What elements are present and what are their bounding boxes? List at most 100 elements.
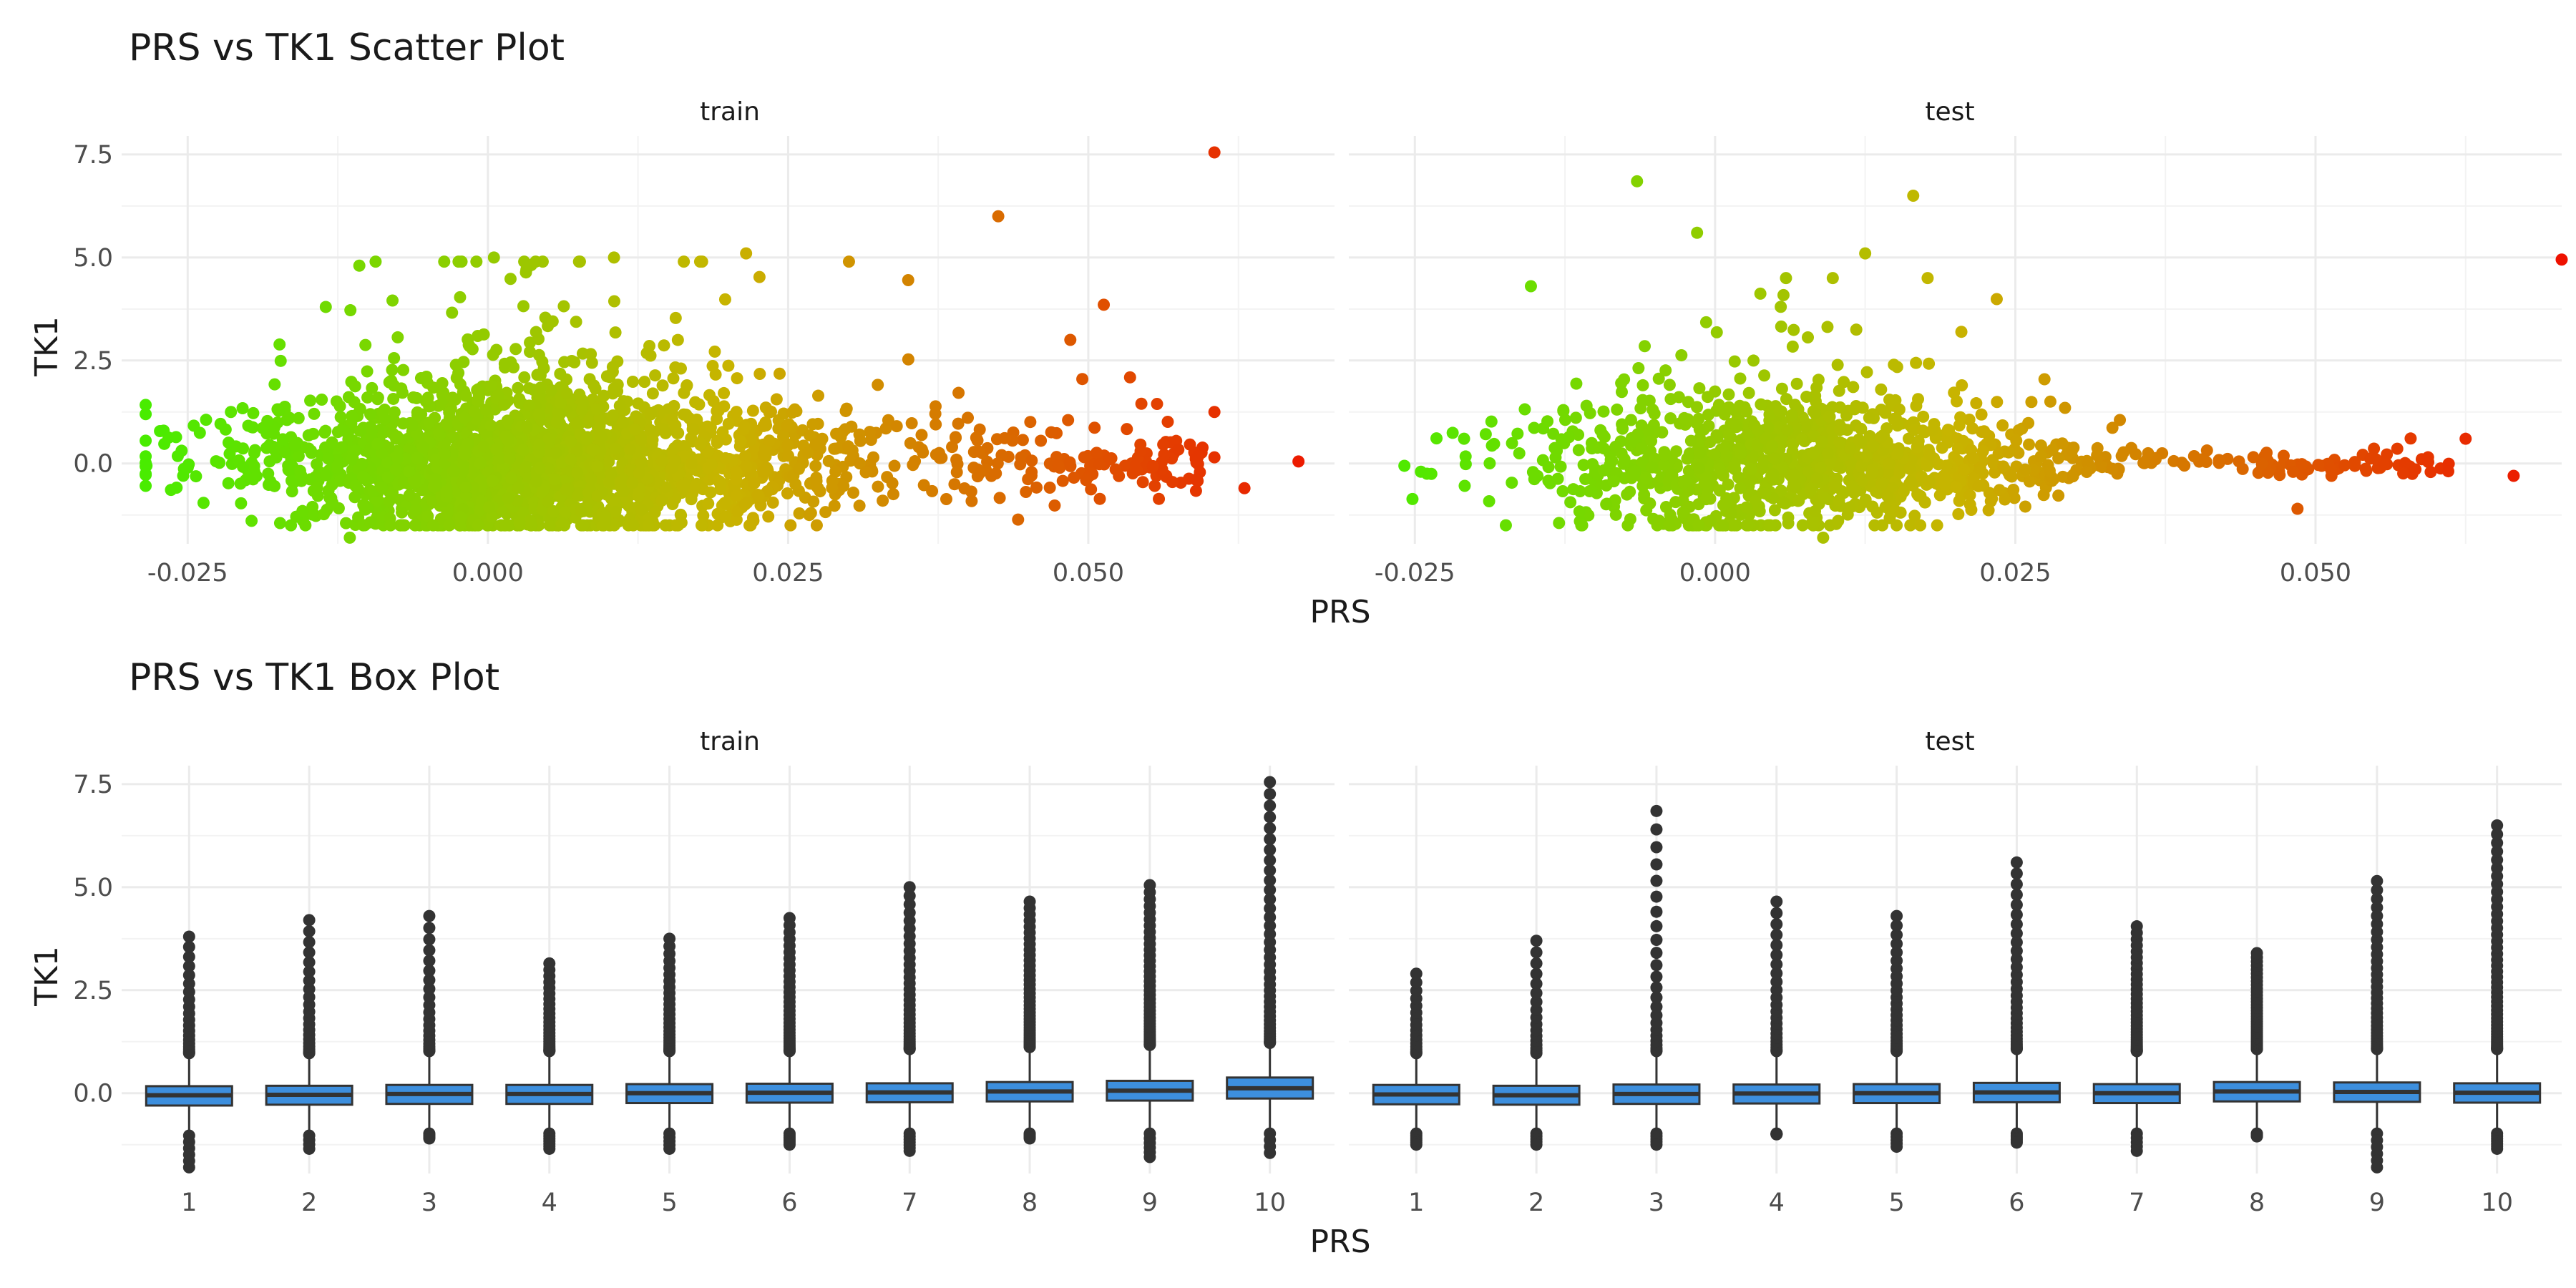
scatter-point xyxy=(1594,424,1607,436)
scatter-point xyxy=(384,519,397,532)
scatter-point xyxy=(667,372,680,385)
scatter-point xyxy=(462,437,474,450)
scatter-point xyxy=(948,478,961,491)
x-tick-label: 3 xyxy=(421,1189,437,1217)
box-outlier xyxy=(182,960,195,972)
scatter-point xyxy=(426,519,439,532)
scatter-point xyxy=(498,399,511,411)
scatter-point xyxy=(547,505,560,518)
scatter-point xyxy=(279,446,292,459)
scatter-point xyxy=(697,509,710,522)
scatter-point xyxy=(2424,466,2437,479)
box-outlier xyxy=(903,889,916,902)
scatter-point xyxy=(1675,348,1688,361)
scatter-point xyxy=(1775,382,1788,395)
scatter-point xyxy=(343,531,356,544)
scatter-point xyxy=(770,393,783,406)
box-outlier xyxy=(1264,844,1277,857)
scatter-point xyxy=(705,458,718,471)
scatter-point xyxy=(1636,379,1649,391)
scatter-point xyxy=(479,404,492,416)
scatter-point xyxy=(722,359,735,372)
box-outlier xyxy=(1650,970,1663,983)
scatter-point xyxy=(1786,340,1799,353)
scatter-point xyxy=(1846,480,1859,493)
scatter-point xyxy=(1710,326,1723,338)
scatter-point xyxy=(1799,420,1812,433)
scatter-point xyxy=(2287,465,2300,478)
scatter-point xyxy=(847,487,859,499)
scatter-point xyxy=(864,426,877,439)
y-tick-label: 7.5 xyxy=(73,771,113,799)
scatter-point xyxy=(1577,459,1590,472)
scatter-point xyxy=(659,426,672,439)
scatter-point xyxy=(761,484,774,497)
box-outlier xyxy=(2010,927,2023,940)
scatter-point xyxy=(1956,379,1968,391)
scatter-point xyxy=(685,457,698,470)
x-tick-label: 5 xyxy=(661,1189,677,1217)
scatter-point xyxy=(602,455,615,468)
scatter-point xyxy=(1080,474,1093,487)
box-outlier xyxy=(1770,967,1783,980)
scatter-point xyxy=(597,519,610,532)
scatter-point xyxy=(1014,458,1027,471)
scatter-point xyxy=(648,506,661,519)
scatter-point xyxy=(1787,323,1800,336)
scatter-point xyxy=(577,519,590,532)
x-tick-label: 10 xyxy=(1254,1189,1286,1217)
scatter-point xyxy=(1020,486,1033,499)
scatter-point xyxy=(1740,405,1753,418)
scatter-point xyxy=(740,460,753,473)
scatter-point xyxy=(1238,482,1251,494)
box-outlier xyxy=(2010,867,2023,880)
scatter-point xyxy=(409,504,422,517)
scatter-point xyxy=(902,274,914,287)
box-outlier xyxy=(423,964,436,977)
scatter-point xyxy=(1597,464,1610,477)
scatter-point xyxy=(887,488,899,501)
scatter-point xyxy=(2008,492,2021,504)
scatter-point xyxy=(1718,447,1731,460)
scatter-point xyxy=(307,427,320,440)
box-outlier xyxy=(1770,918,1783,931)
scatter-point xyxy=(1704,514,1717,527)
box-outlier xyxy=(2010,908,2023,921)
scatter-point xyxy=(804,429,816,442)
scatter-point xyxy=(1795,433,1808,446)
scatter-point xyxy=(627,519,640,532)
scatter-point xyxy=(1052,459,1065,472)
scatter-point xyxy=(235,497,248,509)
scatter-point xyxy=(1907,189,1920,202)
scatter-point xyxy=(181,461,194,474)
scatter-point xyxy=(1663,519,1676,532)
scatter-point xyxy=(1048,499,1061,512)
scatter-point xyxy=(2359,462,2372,475)
scatter-point xyxy=(1874,431,1887,444)
scatter-point xyxy=(457,459,470,472)
box-outlier xyxy=(2130,920,2143,933)
scatter-point xyxy=(326,436,338,449)
scatter-point xyxy=(656,379,669,392)
box-outlier xyxy=(2010,856,2023,869)
scatter-point xyxy=(520,421,533,434)
scatter-point xyxy=(336,441,348,454)
scatter-point xyxy=(1682,396,1694,409)
box-outlier xyxy=(2010,936,2023,949)
scatter-point xyxy=(711,519,724,532)
scatter-point xyxy=(1131,464,1143,477)
scatter-point xyxy=(193,426,206,439)
scatter-point xyxy=(1076,373,1089,386)
scatter-point xyxy=(498,357,511,370)
scatter-point xyxy=(1078,451,1091,464)
scatter-point xyxy=(1148,479,1161,492)
scatter-point xyxy=(523,399,536,412)
scatter-point xyxy=(839,404,852,417)
scatter-point xyxy=(1790,377,1803,390)
scatter-point xyxy=(333,474,346,487)
scatter-point xyxy=(2260,447,2273,459)
box-outlier xyxy=(2250,947,2263,960)
scatter-point xyxy=(1810,472,1823,485)
box-outlier xyxy=(1530,1138,1543,1151)
scatter-point xyxy=(1780,272,1792,285)
